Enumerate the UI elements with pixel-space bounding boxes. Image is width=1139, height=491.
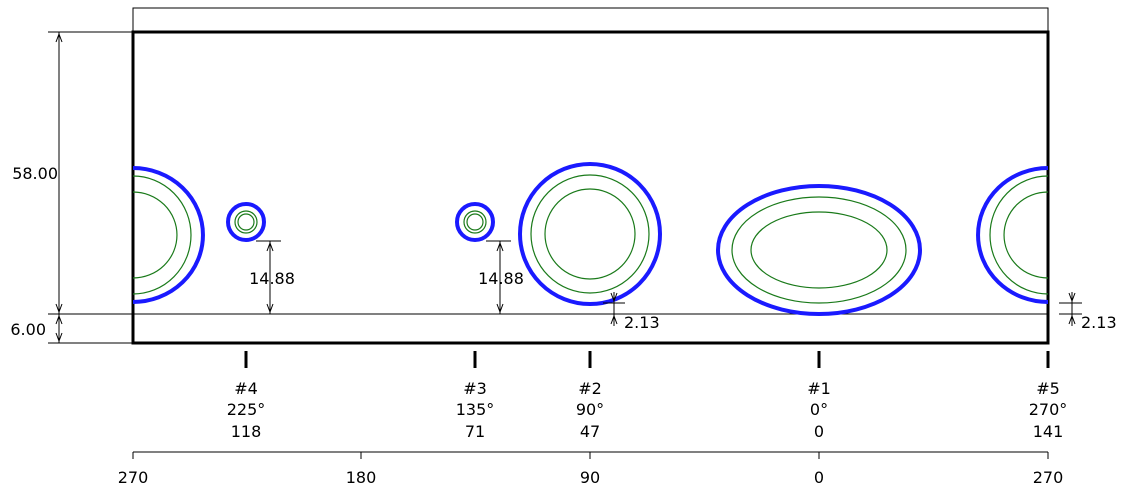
scale-label-270-left: 270 bbox=[118, 468, 149, 487]
hole-5-label: #5 bbox=[1036, 379, 1060, 398]
dimension-58 bbox=[48, 31, 133, 344]
hole-4-label: #4 bbox=[234, 379, 258, 398]
hole-3-position: 71 bbox=[465, 422, 485, 441]
dim-offset-hole-2: 2.13 bbox=[624, 313, 660, 332]
hole-2-label: #2 bbox=[578, 379, 602, 398]
hole-marker-1: #1 0° 0 bbox=[807, 351, 831, 441]
dim-height-total: 58.00 bbox=[12, 164, 58, 183]
opening-hole-4 bbox=[226, 202, 266, 242]
panel-outline bbox=[131, 30, 1050, 345]
hole-1-label: #1 bbox=[807, 379, 831, 398]
hole-3-angle: 135° bbox=[456, 400, 495, 419]
hole-4-position: 118 bbox=[231, 422, 262, 441]
hole-4-angle: 225° bbox=[227, 400, 266, 419]
scale-label-0: 0 bbox=[814, 468, 824, 487]
scale-label-180: 180 bbox=[346, 468, 377, 487]
dimension-hole-2 bbox=[603, 292, 625, 326]
opening-hole-2 bbox=[518, 162, 662, 306]
dim-height-bottom: 6.00 bbox=[10, 320, 46, 339]
hole-marker-5: #5 270° 141 bbox=[1029, 351, 1068, 441]
dimension-hole-3 bbox=[486, 240, 511, 315]
hole-marker-3: #3 135° 71 bbox=[456, 351, 495, 441]
hole-5-position: 141 bbox=[1033, 422, 1064, 441]
hole-3-label: #3 bbox=[463, 379, 487, 398]
hole-marker-2: #2 90° 47 bbox=[576, 351, 604, 441]
dim-offset-hole-5: 2.13 bbox=[1081, 313, 1117, 332]
scale-label-270-right: 270 bbox=[1033, 468, 1064, 487]
dimension-hole-5 bbox=[1059, 292, 1082, 326]
opening-left-edge bbox=[132, 166, 205, 304]
hole-2-position: 47 bbox=[580, 422, 600, 441]
angle-scale: 270 180 90 0 270 bbox=[118, 451, 1064, 487]
hole-1-angle: 0° bbox=[810, 400, 828, 419]
opening-hole-3 bbox=[455, 202, 495, 242]
dim-offset-hole-3: 14.88 bbox=[478, 269, 524, 288]
hole-5-angle: 270° bbox=[1029, 400, 1068, 419]
scale-label-90: 90 bbox=[580, 468, 600, 487]
hole-2-angle: 90° bbox=[576, 400, 604, 419]
hole-1-position: 0 bbox=[814, 422, 824, 441]
opening-right-edge bbox=[976, 166, 1049, 304]
hole-marker-4: #4 225° 118 bbox=[227, 351, 266, 441]
dim-offset-hole-4: 14.88 bbox=[249, 269, 295, 288]
dimension-hole-4 bbox=[256, 240, 281, 315]
opening-hole-1 bbox=[716, 184, 922, 316]
